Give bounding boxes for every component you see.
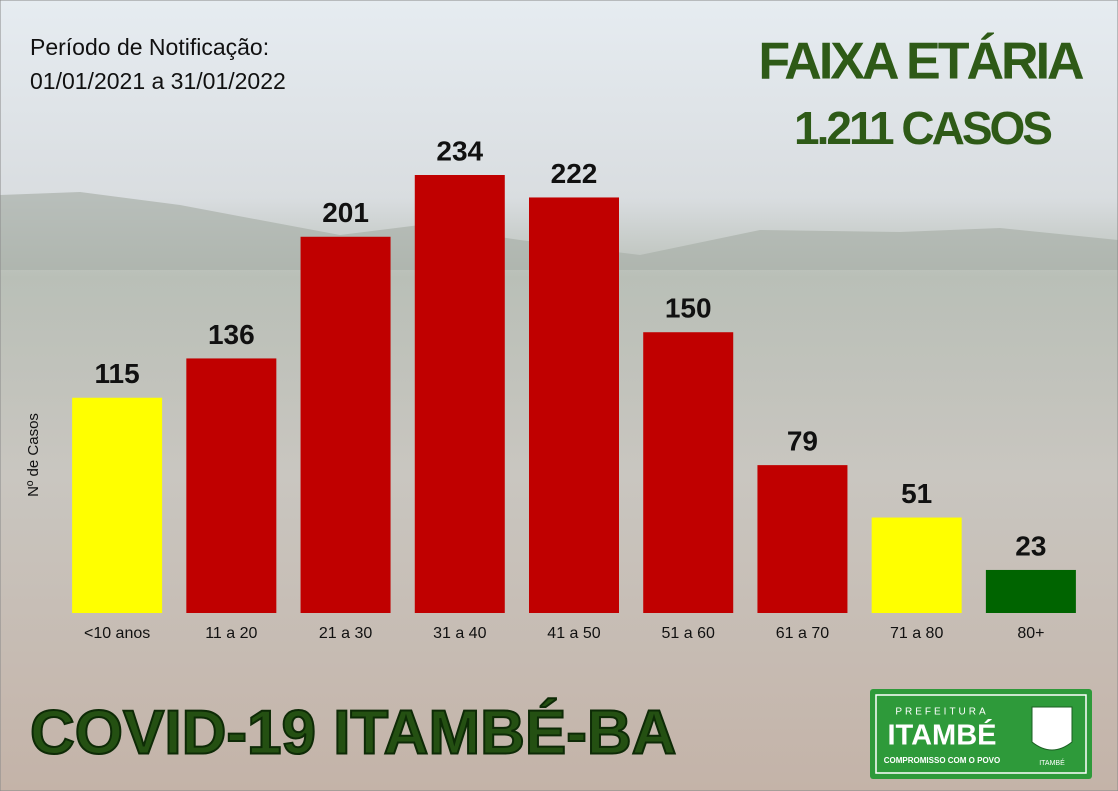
value-label: 150 bbox=[665, 293, 712, 324]
value-label: 136 bbox=[208, 319, 255, 350]
value-label: 23 bbox=[1015, 530, 1046, 561]
x-tick-label: <10 anos bbox=[84, 625, 150, 642]
mountains bbox=[0, 192, 1118, 270]
bar bbox=[871, 517, 962, 613]
x-tick-label: 11 a 20 bbox=[205, 625, 257, 642]
value-label: 79 bbox=[787, 426, 818, 457]
bar bbox=[757, 465, 848, 613]
bar bbox=[643, 332, 734, 613]
value-label: 201 bbox=[322, 197, 369, 228]
bar bbox=[300, 236, 391, 613]
y-axis-label: Nº de Casos bbox=[25, 413, 42, 497]
period-line: Período de Notificação: bbox=[30, 34, 269, 60]
chart-title: FAIXA ETÁRIA bbox=[758, 33, 1084, 91]
chart-subtitle: 1.211 CASOS bbox=[794, 102, 1051, 154]
footer-title: COVID-19 ITAMBÉ-BA bbox=[30, 698, 676, 767]
x-tick-label: 61 a 70 bbox=[776, 625, 829, 642]
period-line: 01/01/2021 a 31/01/2022 bbox=[30, 68, 286, 94]
x-tick-label: 31 a 40 bbox=[433, 625, 486, 642]
bar bbox=[985, 569, 1076, 613]
x-tick-label: 71 a 80 bbox=[890, 625, 943, 642]
bar bbox=[529, 197, 619, 613]
x-tick-label: 80+ bbox=[1017, 625, 1044, 642]
bar bbox=[414, 175, 505, 613]
x-tick-label: 51 a 60 bbox=[662, 625, 715, 642]
bar bbox=[72, 397, 163, 613]
logo-crest bbox=[1031, 706, 1073, 751]
logo-crest-label: ITAMBÉ bbox=[1039, 758, 1065, 767]
x-tick-label: 21 a 30 bbox=[319, 625, 372, 642]
logo-top: PREFEITURA bbox=[895, 707, 988, 718]
logo-border bbox=[875, 694, 1087, 774]
value-label: 234 bbox=[436, 135, 483, 166]
x-tick-label: 41 a 50 bbox=[547, 625, 600, 642]
bar bbox=[186, 358, 277, 613]
logo: PREFEITURA ITAMBÉ COMPROMISSO COM O POVO… bbox=[870, 689, 1092, 779]
value-label: 222 bbox=[551, 158, 598, 189]
logo-motto: COMPROMISSO COM O POVO bbox=[884, 756, 1000, 765]
value-label: 115 bbox=[95, 358, 140, 389]
value-label: 51 bbox=[901, 478, 932, 509]
logo-name: ITAMBÉ bbox=[887, 718, 996, 752]
